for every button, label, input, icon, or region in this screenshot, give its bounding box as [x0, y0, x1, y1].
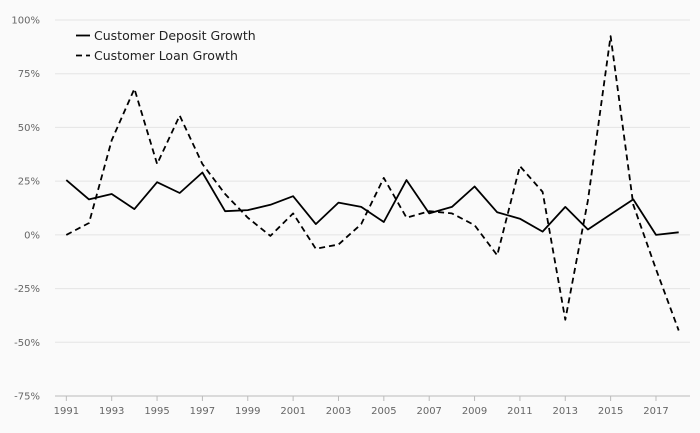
series-line-deposit-growth — [65, 171, 679, 236]
series-lines — [65, 35, 680, 331]
y-tick-label: 25% — [18, 177, 40, 188]
x-tick-label: 2007 — [416, 406, 441, 417]
x-tick-label: 2003 — [326, 406, 351, 417]
x-tick-label: 1995 — [144, 406, 169, 417]
x-tick-label: 2015 — [598, 406, 623, 417]
x-tick-label: 2009 — [462, 406, 487, 417]
x-tick-label: 2011 — [507, 406, 532, 417]
y-tick-label: -25% — [14, 284, 40, 295]
axes: -75% -50% -25% 0% 25% 50% 75% 100% 1991 1993 1995 1… — [11, 16, 668, 418]
x-tick-label: 1993 — [99, 406, 124, 417]
gridlines — [55, 19, 690, 397]
series-line-loan-growth — [65, 35, 680, 331]
y-tick-label: -75% — [14, 392, 40, 403]
x-tick-label: 2013 — [553, 406, 578, 417]
x-tick-label: 2005 — [371, 406, 396, 417]
x-tick-label: 1991 — [54, 406, 79, 417]
x-tick-label: 1999 — [235, 406, 260, 417]
legend: Customer Deposit Growth Customer Loan Gr… — [76, 28, 256, 63]
x-tick-label: 2017 — [643, 406, 668, 417]
x-tick-label: 1997 — [190, 406, 215, 417]
x-tick-label: 2001 — [280, 406, 305, 417]
y-tick-label: -50% — [14, 338, 40, 349]
legend-label-deposit: Customer Deposit Growth — [94, 28, 256, 43]
y-tick-label: 75% — [18, 69, 40, 80]
y-tick-label: 0% — [24, 230, 40, 241]
y-tick-label: 50% — [18, 123, 40, 134]
legend-label-loan: Customer Loan Growth — [94, 48, 238, 63]
y-tick-label: 100% — [11, 16, 40, 27]
